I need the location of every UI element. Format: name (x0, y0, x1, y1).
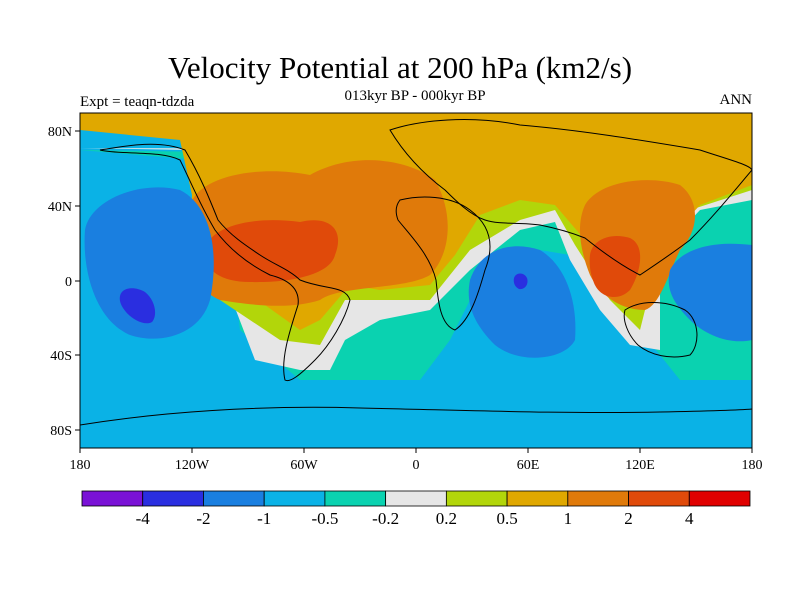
y-tick-label: 40S (50, 349, 72, 364)
colorbar-swatch (385, 490, 447, 507)
colorbar-swatch (81, 490, 144, 507)
colorbar-label: -2 (196, 509, 210, 528)
core-indian (513, 273, 528, 290)
americas-coast (99, 143, 351, 382)
season-label: ANN (719, 92, 753, 108)
australia-coast (623, 302, 698, 358)
x-tick-label: 120W (175, 458, 210, 473)
coastlines (80, 119, 752, 426)
y-tick-label: 0 (65, 275, 72, 290)
y-tick-label: 80N (48, 125, 72, 140)
chart-title: Velocity Potential at 200 hPa (km2/s) (167, 50, 633, 85)
blue-pacific (84, 187, 214, 339)
x-tick-label: 0 (413, 458, 420, 473)
eurasia-coast (389, 119, 752, 276)
core-atlantic (204, 220, 339, 283)
colorbar-label: -1 (257, 509, 271, 528)
colorbar-label: -0.5 (311, 509, 338, 528)
colorbar-swatch (567, 490, 629, 507)
experiment-label: Expt = teaqn-tdzda (80, 94, 195, 110)
colorbar-label: 4 (685, 509, 694, 528)
colorbar: -4 -2 -1 -0.5 -0.2 0.2 0.5 1 2 4 (81, 490, 751, 528)
y-tick-label: 80S (50, 424, 72, 439)
colorbar-label: 1 (564, 509, 573, 528)
colorbar-label: -0.2 (372, 509, 399, 528)
x-tick-label: 60W (290, 458, 318, 473)
chart-subtitle: 013kyr BP - 000kyr BP (344, 88, 486, 104)
colorbar-swatch (203, 490, 265, 507)
colorbar-label: 0.5 (496, 509, 517, 528)
map-ticks: 180 120W 60W 0 60E 120E 180 80N 40N 0 40… (48, 125, 763, 473)
core-pacific (119, 288, 156, 324)
antarctic-band (80, 405, 752, 448)
x-tick-label: 60E (517, 458, 540, 473)
blue-eastpac (668, 243, 752, 342)
x-tick-label: 120E (625, 458, 655, 473)
contour-field (80, 113, 752, 448)
x-tick-label: 180 (70, 458, 91, 473)
colorbar-swatch (445, 490, 508, 507)
colorbar-label: -4 (136, 509, 151, 528)
colorbar-swatch (506, 490, 569, 507)
colorbar-swatch (628, 490, 690, 507)
africa-coast (395, 196, 491, 331)
x-tick-label: 180 (742, 458, 763, 473)
colorbar-swatch (324, 490, 387, 507)
colorbar-swatch (688, 490, 751, 507)
y-tick-label: 40N (48, 200, 72, 215)
colorbar-swatch (263, 490, 326, 507)
colorbar-label: 2 (624, 509, 633, 528)
colorbar-label: 0.2 (436, 509, 457, 528)
blue-indian (468, 246, 576, 358)
colorbar-swatch (142, 490, 204, 507)
antarctica-coast (80, 406, 752, 426)
